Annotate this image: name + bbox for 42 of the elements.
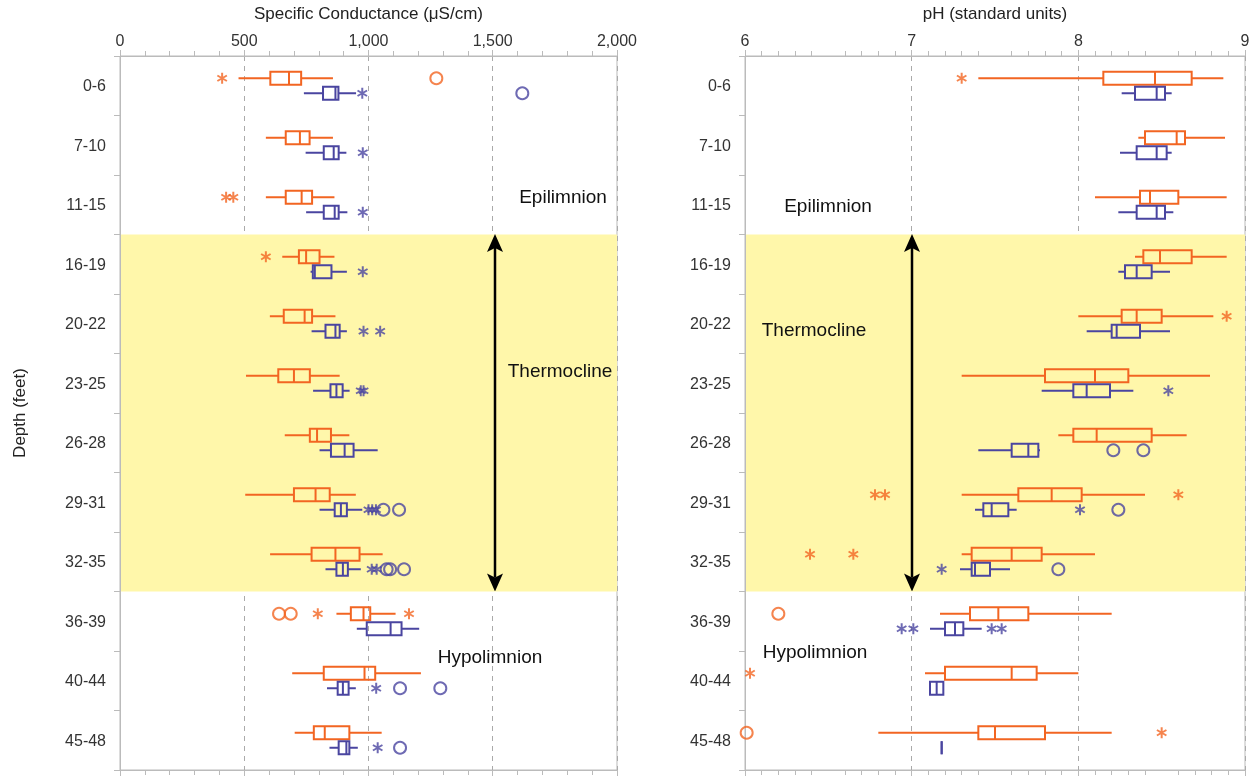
y-tick-label: 0-6 [707, 77, 732, 95]
x-tick-label: 8 [1073, 31, 1083, 49]
y-tick-label: 0-6 [82, 77, 107, 95]
x-tick-label: 9 [1240, 31, 1250, 49]
y-tick-label: 26-28 [65, 434, 107, 452]
x-tick-label: 500 [230, 31, 258, 49]
y-tick-label: 32-35 [65, 553, 107, 571]
x-tick-label: 1,000 [348, 31, 389, 49]
x-axis-title: pH (standard units) [922, 4, 1068, 23]
band-label: Thermocline [507, 360, 613, 383]
annotation: Epilimnion [784, 194, 872, 217]
band-label: Thermocline [761, 319, 867, 342]
y-tick-label: 36-39 [65, 612, 107, 630]
y-tick-label: 26-28 [690, 434, 732, 452]
y-tick-label: 45-48 [690, 731, 732, 749]
y-tick-label: 29-31 [690, 493, 732, 511]
x-tick-label: 7 [907, 31, 917, 49]
annotation: Hypolimnion [762, 641, 868, 664]
y-tick-label: 23-25 [690, 374, 732, 392]
y-tick-label: 11-15 [691, 196, 732, 214]
y-tick-label: 7-10 [73, 136, 107, 154]
y-tick-label: 29-31 [65, 493, 107, 511]
y-tick-label: 23-25 [65, 374, 107, 392]
x-tick-label: 6 [740, 31, 750, 49]
y-tick-label: 16-19 [690, 255, 732, 273]
x-tick-label: 0 [115, 31, 125, 49]
annotation: Epilimnion [519, 185, 607, 208]
y-tick-label: 32-35 [690, 553, 732, 571]
y-tick-label: 20-22 [65, 315, 107, 333]
y-tick-label: 20-22 [690, 315, 732, 333]
x-tick-label: 2,000 [596, 31, 638, 49]
y-axis-title: Depth (feet) [10, 368, 29, 458]
x-tick-label: 1,500 [472, 31, 513, 49]
y-tick-label: 16-19 [65, 255, 107, 273]
y-tick-label: 7-10 [698, 136, 732, 154]
y-tick-label: 45-48 [65, 731, 107, 749]
y-tick-label: 40-44 [690, 672, 732, 690]
annotation: Hypolimnion [437, 645, 543, 668]
y-tick-label: 36-39 [690, 612, 732, 630]
y-tick-label: 40-44 [65, 672, 107, 690]
y-tick-label: 11-15 [66, 196, 107, 214]
x-axis-title: Specific Conductance (μS/cm) [253, 4, 483, 23]
